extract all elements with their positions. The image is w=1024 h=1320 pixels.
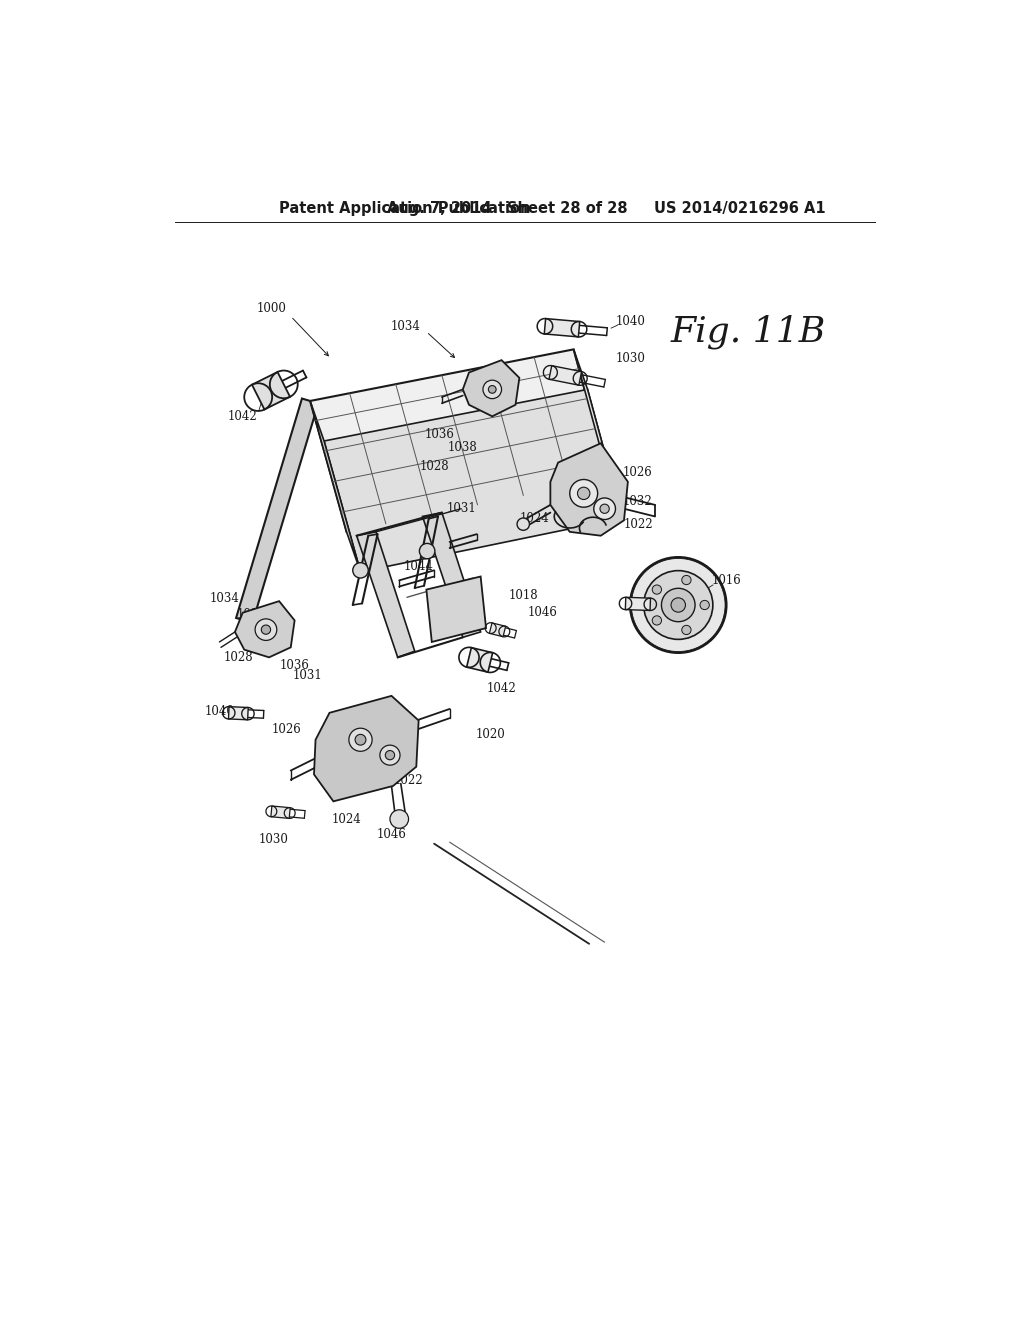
Circle shape	[420, 544, 435, 558]
Polygon shape	[271, 807, 290, 818]
Circle shape	[682, 576, 691, 585]
Text: 1020: 1020	[476, 727, 506, 741]
Circle shape	[578, 487, 590, 499]
Text: 1034: 1034	[210, 593, 240, 606]
Text: 1038: 1038	[238, 607, 267, 620]
Polygon shape	[310, 401, 360, 572]
Polygon shape	[314, 696, 419, 801]
Polygon shape	[550, 444, 628, 536]
Text: 1040: 1040	[205, 705, 234, 718]
Circle shape	[385, 751, 394, 760]
Circle shape	[662, 589, 695, 622]
Circle shape	[652, 616, 662, 626]
Polygon shape	[234, 601, 295, 657]
Text: 1022: 1022	[394, 774, 423, 787]
Text: 1018: 1018	[509, 589, 538, 602]
Text: 1046: 1046	[377, 828, 407, 841]
Polygon shape	[489, 623, 506, 636]
Polygon shape	[310, 350, 608, 532]
Text: Fig. 11B: Fig. 11B	[671, 314, 825, 348]
Polygon shape	[423, 512, 480, 638]
Text: 1042: 1042	[486, 681, 516, 694]
Circle shape	[630, 557, 726, 653]
Text: 1026: 1026	[272, 723, 302, 737]
Text: 1036: 1036	[280, 659, 309, 672]
Text: 1044: 1044	[403, 560, 433, 573]
Text: 1040: 1040	[615, 315, 645, 329]
Polygon shape	[426, 577, 486, 642]
Text: 1028: 1028	[419, 459, 449, 473]
Polygon shape	[467, 648, 493, 672]
Text: 1024: 1024	[520, 512, 550, 525]
Text: Patent Application Publication: Patent Application Publication	[280, 201, 530, 216]
Circle shape	[569, 479, 598, 507]
Circle shape	[390, 810, 409, 829]
Text: 1030: 1030	[259, 833, 289, 846]
Polygon shape	[228, 706, 248, 719]
Circle shape	[517, 517, 529, 531]
Circle shape	[355, 734, 366, 744]
Circle shape	[594, 498, 615, 520]
Circle shape	[261, 626, 270, 635]
Circle shape	[380, 744, 400, 766]
Text: 1022: 1022	[624, 517, 652, 531]
Text: 1030: 1030	[615, 352, 645, 366]
Text: 1042: 1042	[227, 409, 258, 422]
Text: 1016: 1016	[712, 574, 741, 587]
Circle shape	[488, 385, 496, 393]
Text: 1031: 1031	[293, 669, 323, 682]
Text: 1036: 1036	[425, 428, 455, 441]
Circle shape	[644, 570, 713, 639]
Text: 1028: 1028	[223, 651, 253, 664]
Polygon shape	[463, 360, 519, 416]
Polygon shape	[626, 598, 650, 610]
Text: 1000: 1000	[256, 302, 287, 315]
Text: 1034: 1034	[390, 319, 421, 333]
Circle shape	[652, 585, 662, 594]
Text: US 2014/0216296 A1: US 2014/0216296 A1	[654, 201, 825, 216]
Polygon shape	[573, 350, 623, 517]
Polygon shape	[252, 372, 290, 409]
Circle shape	[483, 380, 502, 399]
Text: Aug. 7, 2014   Sheet 28 of 28: Aug. 7, 2014 Sheet 28 of 28	[387, 201, 628, 216]
Text: 1032: 1032	[378, 713, 408, 726]
Text: 1038: 1038	[447, 441, 477, 454]
Text: 1044: 1044	[256, 620, 287, 634]
Circle shape	[682, 626, 691, 635]
Polygon shape	[545, 318, 580, 337]
Polygon shape	[237, 399, 318, 623]
Polygon shape	[549, 366, 582, 385]
Circle shape	[600, 504, 609, 513]
Circle shape	[671, 598, 685, 612]
Polygon shape	[324, 389, 623, 572]
Text: 1032: 1032	[623, 495, 653, 508]
Text: 1031: 1031	[446, 502, 476, 515]
Text: 1046: 1046	[527, 606, 557, 619]
Circle shape	[352, 562, 369, 578]
Text: 1024: 1024	[332, 813, 361, 825]
Text: 1026: 1026	[623, 466, 653, 479]
Polygon shape	[356, 532, 415, 657]
Circle shape	[700, 601, 710, 610]
Circle shape	[255, 619, 276, 640]
Circle shape	[349, 729, 372, 751]
